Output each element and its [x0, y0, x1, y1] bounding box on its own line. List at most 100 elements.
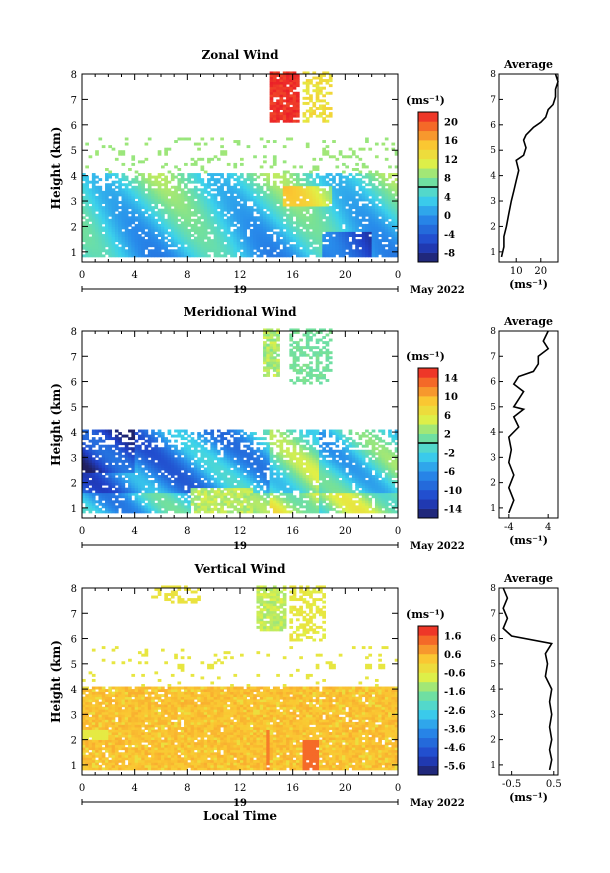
- heat-cell: [177, 180, 182, 184]
- heat-cell: [249, 497, 254, 501]
- heat-cell: [226, 457, 231, 461]
- heat-cell: [276, 333, 280, 337]
- heat-cell: [282, 251, 287, 255]
- heat-cell: [263, 482, 267, 486]
- heat-cell: [266, 201, 271, 204]
- heat-cell: [388, 201, 392, 204]
- heat-cell: [282, 206, 287, 210]
- heat-cell: [187, 195, 192, 199]
- heat-cell: [88, 244, 93, 248]
- heat-cell: [190, 234, 195, 237]
- heat-cell: [151, 472, 155, 476]
- heat-cell: [105, 454, 109, 458]
- heat-cell: [164, 459, 168, 463]
- heat-cell: [276, 173, 280, 177]
- heat-cell: [269, 99, 274, 103]
- heat-cell: [295, 249, 300, 253]
- heat-cell: [226, 206, 231, 210]
- heat-cell: [137, 477, 142, 481]
- heat-cell: [184, 234, 188, 237]
- heat-cell: [365, 244, 369, 248]
- heat-cell: [82, 226, 86, 230]
- heat-cell: [91, 432, 96, 436]
- heat-cell: [101, 462, 106, 466]
- heat-cell: [95, 510, 99, 514]
- heat-cell: [246, 469, 251, 473]
- heat-cell: [322, 208, 326, 212]
- heat-cell: [118, 251, 122, 255]
- heat-cell: [131, 254, 136, 258]
- heat-cell: [272, 183, 277, 187]
- heat-cell: [180, 442, 185, 446]
- heat-cell: [282, 94, 287, 98]
- heat-cell: [269, 447, 274, 451]
- heat-cell: [315, 190, 320, 194]
- heat-cell: [210, 173, 215, 177]
- heat-cell: [282, 475, 287, 478]
- heat-cell: [295, 185, 300, 189]
- heat-cell: [216, 457, 221, 461]
- heat-cell: [276, 331, 280, 334]
- heat-cell: [105, 185, 109, 189]
- heat-cell: [295, 254, 300, 258]
- heat-cell: [85, 477, 89, 481]
- heat-cell: [335, 244, 340, 248]
- heat-cell: [266, 353, 271, 357]
- heat-cell: [121, 223, 126, 227]
- heat-cell: [279, 492, 284, 496]
- heat-cell: [226, 449, 231, 453]
- heat-cell: [82, 492, 86, 496]
- heat-cell: [167, 206, 172, 210]
- heat-cell: [98, 475, 103, 478]
- heat-cell: [319, 86, 323, 90]
- heat-cell: [161, 183, 165, 187]
- heat-cell: [187, 454, 192, 458]
- y-tick-label: 5: [71, 146, 77, 157]
- heat-cell: [101, 464, 106, 468]
- heat-cell: [338, 173, 343, 177]
- heat-cell: [141, 226, 145, 230]
- heat-cell: [345, 178, 350, 182]
- heat-cell: [312, 71, 317, 75]
- heat-cell: [269, 434, 274, 438]
- heat-cell: [249, 208, 254, 212]
- heat-cell: [263, 178, 267, 182]
- heat-cell: [256, 507, 261, 511]
- heat-cell: [236, 203, 241, 207]
- heat-cell: [213, 254, 218, 258]
- heat-cell: [282, 254, 287, 258]
- heat-cell: [361, 216, 366, 220]
- heat-cell: [177, 226, 182, 230]
- heat-cell: [345, 195, 350, 199]
- heat-cell: [302, 216, 307, 220]
- heat-cell: [147, 175, 152, 179]
- heat-cell: [312, 228, 317, 232]
- heat-cell: [95, 213, 99, 217]
- heat-cell: [368, 216, 373, 220]
- heat-cell: [82, 188, 86, 192]
- heat-cell: [174, 490, 178, 494]
- heat-cell: [128, 490, 132, 494]
- heat-cell: [98, 487, 103, 491]
- heat-cell: [98, 239, 103, 243]
- heat-cell: [263, 213, 267, 217]
- heat-cell: [272, 331, 277, 334]
- heat-cell: [332, 244, 336, 248]
- heat-cell: [85, 185, 89, 189]
- heat-cell: [128, 180, 132, 184]
- heat-cell: [319, 157, 323, 161]
- heat-cell: [134, 218, 139, 222]
- heat-cell: [266, 452, 271, 456]
- heat-cell: [164, 195, 168, 199]
- heat-cell: [121, 485, 126, 489]
- heat-cell: [269, 213, 274, 217]
- heat-cell: [240, 462, 244, 466]
- heat-cell: [253, 198, 257, 202]
- heat-cell: [243, 439, 247, 443]
- heat-cell: [210, 239, 215, 243]
- heat-cell: [240, 193, 244, 197]
- heat-cell: [220, 249, 224, 253]
- heat-cell: [190, 203, 195, 207]
- heat-cell: [98, 485, 103, 489]
- heat-cell: [259, 510, 264, 514]
